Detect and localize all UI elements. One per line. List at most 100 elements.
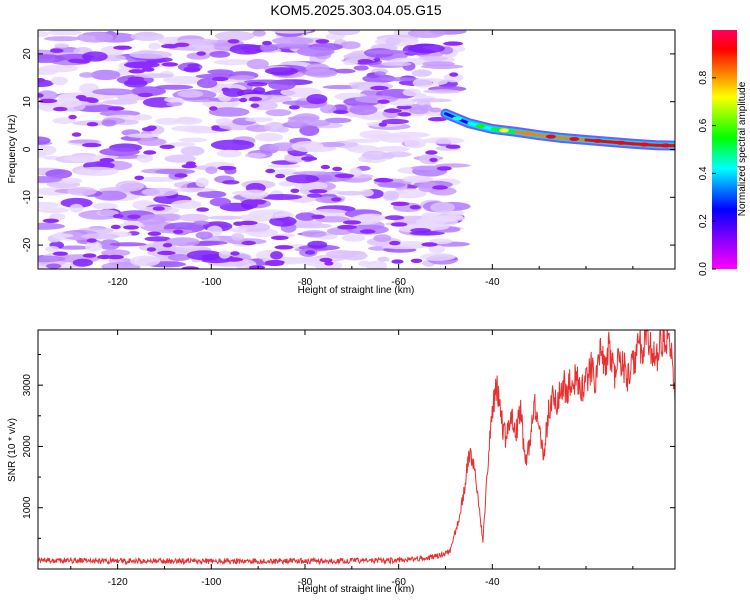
noise-blob	[305, 69, 338, 78]
snr-y-label: SNR (10 * v/v)	[7, 418, 18, 482]
noise-blob	[77, 32, 113, 42]
noise-peak	[239, 98, 247, 102]
noise-peak	[50, 49, 64, 53]
ridge-peak	[546, 135, 556, 139]
noise-peak	[163, 243, 172, 247]
noise-blob	[410, 98, 452, 102]
noise-blob	[362, 151, 388, 160]
ridge-peak	[640, 142, 650, 146]
noise-blob	[337, 251, 365, 255]
ridge-peak	[616, 141, 626, 145]
noise-blob	[272, 37, 314, 45]
noise-blob	[99, 148, 140, 156]
noise-blob	[193, 221, 209, 226]
noise-blob	[142, 188, 178, 197]
noise-blob	[245, 117, 273, 122]
y-tick-label: 20	[22, 48, 33, 60]
noise-blob	[155, 169, 195, 175]
noise-peak	[35, 78, 45, 82]
noise-peak	[389, 241, 400, 245]
noise-blob	[179, 138, 207, 143]
noise-blob	[412, 69, 432, 76]
noise-peak	[335, 174, 355, 178]
noise-peak	[127, 215, 140, 219]
noise-blob	[402, 176, 433, 183]
colorbar-tick-label: 0.4	[698, 166, 709, 180]
noise-blob	[102, 120, 117, 127]
noise-blob	[138, 138, 167, 146]
noise-peak	[74, 59, 91, 63]
ridge-peak	[661, 143, 671, 147]
noise-blob	[423, 137, 465, 144]
noise-blob	[79, 72, 95, 78]
noise-blob	[333, 110, 348, 114]
noise-blob	[171, 200, 201, 209]
noise-blob	[350, 104, 378, 115]
noise-peak	[187, 63, 200, 67]
noise-peak	[225, 257, 243, 261]
noise-peak	[113, 214, 124, 218]
noise-blob	[54, 43, 69, 48]
noise-peak	[182, 164, 197, 168]
noise-blob	[377, 257, 389, 262]
noise-peak	[275, 174, 285, 178]
noise-peak	[87, 122, 98, 126]
noise-peak	[437, 166, 452, 170]
noise-blob	[229, 75, 255, 80]
noise-blob	[354, 65, 369, 70]
noise-peak	[391, 202, 410, 206]
noise-peak	[212, 77, 229, 81]
noise-peak	[324, 261, 333, 265]
noise-blob	[367, 134, 395, 140]
colorbar-gradient	[712, 30, 737, 269]
noise-peak	[222, 88, 230, 92]
noise-blob	[137, 154, 153, 163]
noise-peak	[174, 173, 187, 177]
noise-peak	[449, 72, 458, 76]
noise-blob	[219, 250, 231, 259]
noise-peak	[343, 220, 361, 224]
ridge-peak	[499, 128, 509, 132]
noise-peak	[244, 49, 256, 53]
noise-peak	[162, 62, 179, 66]
noise-peak	[228, 39, 240, 43]
noise-blob	[172, 188, 216, 193]
noise-peak	[432, 185, 448, 189]
noise-blob	[67, 187, 97, 196]
noise-blob	[355, 95, 398, 103]
noise-blob	[408, 44, 445, 54]
noise-blob	[196, 178, 209, 187]
noise-peak	[262, 41, 272, 45]
noise-peak	[374, 178, 394, 182]
noise-blob	[130, 256, 160, 267]
noise-blob	[374, 71, 386, 75]
noise-peak	[123, 225, 139, 229]
noise-blob	[209, 51, 230, 58]
noise-peak	[138, 93, 153, 97]
noise-peak	[39, 99, 57, 103]
noise-peak	[147, 126, 157, 130]
noise-blob	[405, 138, 427, 148]
noise-peak	[161, 44, 179, 48]
noise-blob	[383, 191, 399, 200]
noise-blob	[421, 64, 464, 69]
x-tick-label: -120	[108, 277, 128, 288]
noise-blob	[34, 145, 57, 155]
noise-peak	[370, 86, 389, 90]
noise-blob	[292, 141, 324, 152]
noise-blob	[265, 67, 299, 75]
noise-peak	[247, 199, 267, 203]
noise-peak	[153, 206, 165, 210]
noise-peak	[87, 238, 97, 242]
noise-blob	[211, 140, 255, 151]
noise-blob	[420, 253, 456, 261]
noise-blob	[208, 216, 243, 220]
noise-peak	[108, 106, 125, 110]
noise-peak	[309, 189, 327, 193]
noise-blob	[328, 26, 360, 35]
noise-blob	[37, 207, 69, 213]
noise-blob	[240, 190, 269, 199]
